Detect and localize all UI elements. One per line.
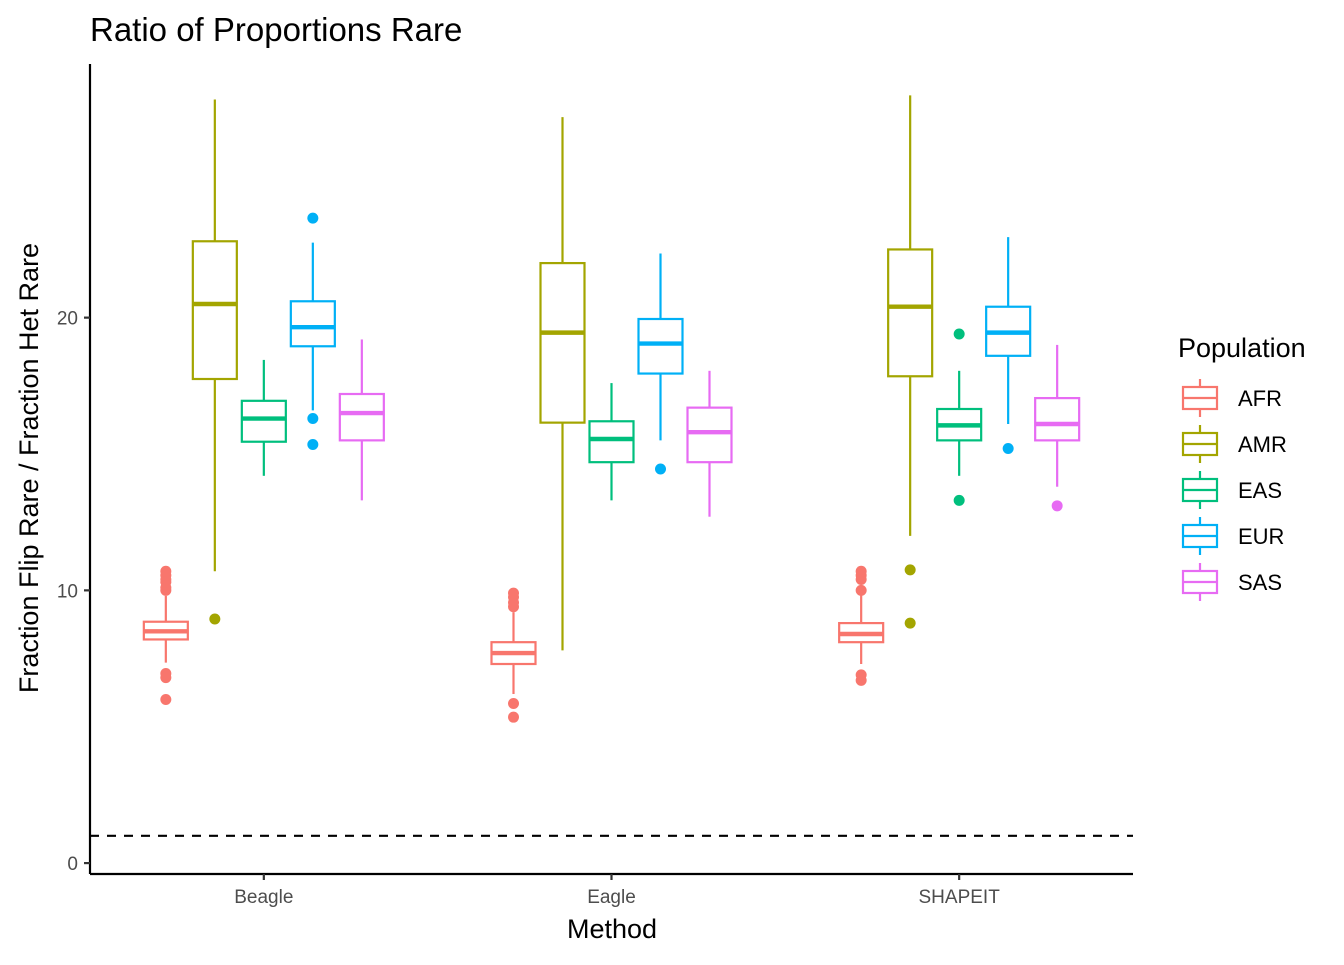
- outlier-point: [160, 693, 172, 705]
- box-body: [289, 300, 336, 348]
- box-body: [686, 406, 733, 464]
- outlier-point: [508, 587, 519, 599]
- legend-item-eur: EUR: [1181, 517, 1284, 555]
- outlier-point: [209, 613, 221, 625]
- outlier-point: [307, 438, 319, 450]
- x-tick-label: Beagle: [234, 887, 293, 908]
- outlier-point: [307, 212, 319, 224]
- outlier-point: [1051, 500, 1063, 512]
- box-amr-shapeit: [887, 95, 934, 629]
- y-tick-label: 0: [67, 854, 78, 875]
- outlier-point: [904, 617, 916, 629]
- outlier-point: [508, 711, 519, 723]
- box-body: [1034, 396, 1081, 442]
- y-tick-label: 20: [57, 309, 78, 330]
- legend-item-eas: EAS: [1181, 471, 1282, 509]
- outlier-point: [1002, 443, 1014, 455]
- box-body: [338, 392, 385, 442]
- legend-label: EUR: [1238, 524, 1284, 549]
- legend-label: AFR: [1238, 386, 1282, 411]
- legend-item-sas: SAS: [1181, 563, 1282, 601]
- box-sas-beagle: [338, 339, 385, 501]
- box-body: [588, 420, 635, 464]
- box-amr-beagle: [191, 99, 238, 625]
- legend-label: EAS: [1238, 478, 1282, 503]
- legend: Population AFR AMR EAS EUR SAS: [1178, 333, 1306, 601]
- outlier-point: [953, 328, 965, 340]
- box-amr-eagle: [539, 117, 586, 651]
- outlier-point: [953, 494, 965, 506]
- box-sas-eagle: [686, 370, 733, 517]
- x-tick-label: Eagle: [587, 887, 636, 908]
- box-eas-eagle: [588, 383, 635, 501]
- plot-area: 0 10 20 Beagle Eagle SHAPEIT: [57, 64, 1133, 908]
- outlier-point: [904, 564, 916, 576]
- chart-title: Ratio of Proportions Rare: [90, 11, 462, 48]
- outlier-point: [855, 565, 867, 577]
- box-eas-shapeit: [936, 328, 983, 506]
- outlier-point: [508, 698, 519, 710]
- box-sas-shapeit: [1034, 344, 1081, 512]
- box-body: [191, 240, 238, 381]
- box-body: [240, 399, 287, 443]
- outlier-point: [160, 565, 172, 577]
- y-tick-label: 10: [57, 581, 78, 602]
- outlier-point: [160, 668, 172, 680]
- x-axis-title: Method: [567, 914, 657, 944]
- box-body: [887, 248, 934, 378]
- legend-item-afr: AFR: [1181, 379, 1282, 417]
- box-body: [637, 317, 684, 375]
- box-eur-shapeit: [985, 237, 1032, 455]
- legend-label: SAS: [1238, 570, 1282, 595]
- box-afr-shapeit: [838, 565, 885, 686]
- y-axis-title: Fraction Flip Rare / Fraction Het Rare: [14, 243, 44, 693]
- outlier-point: [307, 413, 319, 425]
- legend-label: AMR: [1238, 432, 1287, 457]
- box-body: [539, 261, 586, 424]
- legend-title: Population: [1178, 333, 1306, 363]
- box-eur-eagle: [637, 253, 684, 475]
- outlier-point: [855, 584, 867, 596]
- box-afr-beagle: [142, 565, 189, 705]
- legend-item-amr: AMR: [1181, 425, 1287, 463]
- outlier-point: [655, 463, 666, 475]
- x-tick-label: SHAPEIT: [919, 887, 1001, 908]
- box-eas-beagle: [240, 359, 287, 476]
- outlier-point: [855, 669, 867, 681]
- box-afr-eagle: [490, 587, 537, 723]
- box-eur-beagle: [289, 212, 336, 450]
